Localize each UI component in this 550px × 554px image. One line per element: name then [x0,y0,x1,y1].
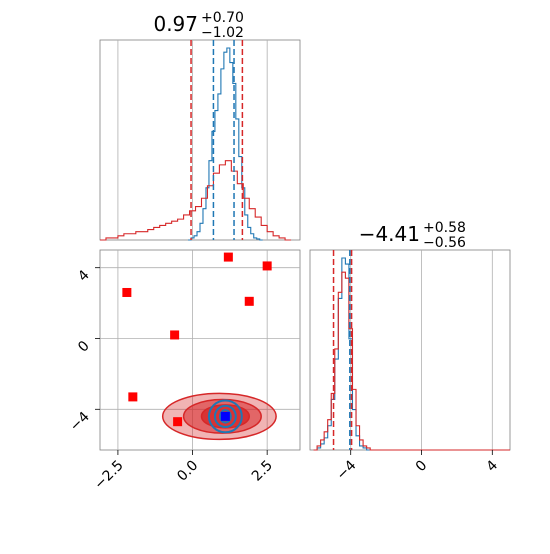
panel-x-marginal-frame [99,39,301,241]
red-square-marker [173,417,183,427]
x-tick-label: −4 [334,457,360,483]
title-y-value: −4.41 [359,222,420,246]
red-square-marker [122,287,132,297]
panel-joint: −2.5 0.0 2.5 4 0 −4 [67,249,301,493]
red-square-marker [128,392,138,402]
histogram-series-0 [188,47,263,241]
panel-y-marginal-frame [309,249,511,451]
blue-contour-2 [219,409,232,424]
blue-contour-0 [207,399,243,434]
blue-square-marker [220,411,230,421]
panel-y-marginal: −4 0 4 −4.41 +0.58 −0.56 [309,220,511,483]
x-tick-label: 4 [484,457,502,475]
x-tick-label: 0 [413,458,431,476]
x-tick-label: −2.5 [91,458,126,493]
panel-joint-frame [99,249,301,451]
y-tick-label: 0 [75,338,93,356]
red-square-marker [223,252,233,262]
title-x-minus: −1.02 [201,25,244,41]
histogram-series-0 [313,257,510,451]
x-tick-label: 0.0 [174,458,201,485]
y-tick-label: 4 [75,267,93,285]
title-x-value: 0.97 [153,12,198,36]
red-square-marker [244,296,254,306]
red-square-marker [262,261,272,271]
title-y-plus: +0.58 [423,220,466,236]
title-y-minus: −0.56 [423,235,466,251]
histogram-series-1 [313,271,510,451]
x-tick-label: 2.5 [249,458,276,485]
title-x-plus: +0.70 [201,10,244,26]
panel-x-marginal: 0.97 +0.70 −1.02 [99,10,301,241]
blue-contour-1 [213,404,237,428]
red-square-marker [170,330,180,340]
y-tick-label: −4 [67,409,93,435]
histogram-series-1 [100,160,292,241]
